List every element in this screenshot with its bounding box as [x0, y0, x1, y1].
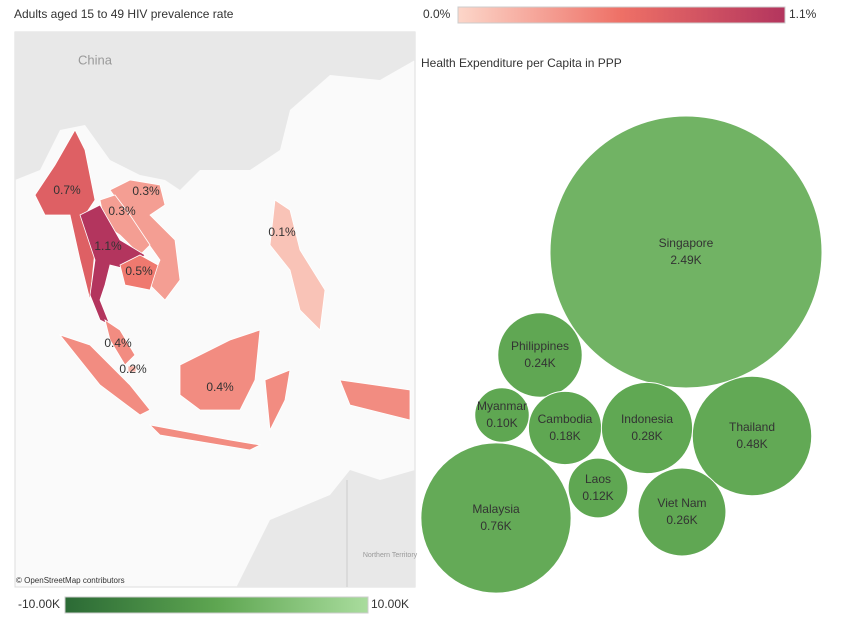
country — [104, 319, 136, 366]
country — [127, 365, 137, 373]
country — [79, 204, 146, 326]
data-label: 0.3% — [108, 204, 136, 218]
bubble — [420, 442, 572, 594]
color-legend-green — [64, 596, 369, 614]
data-label: 0.3% — [132, 184, 160, 198]
map-title: Adults aged 15 to 49 HIV prevalence rate — [14, 7, 234, 21]
color-legend-red — [457, 6, 786, 24]
bubble-name: Laos — [585, 472, 611, 486]
map-regions: 0.7% 0.3% 0.3% 1.1%0.5% 0.1% 0.4% 0.2% 0.4% — [34, 129, 411, 451]
bubble-name: Malaysia — [472, 502, 520, 516]
bubble-name: Viet Nam — [657, 496, 706, 510]
bubble — [600, 381, 694, 475]
bubble-value: 0.10K — [486, 416, 517, 430]
bubble-name: Philippines — [511, 339, 569, 353]
data-label: 0.1% — [268, 225, 296, 239]
bubble-value: 0.76K — [480, 519, 511, 533]
bubble-value: 0.18K — [549, 429, 580, 443]
bubble-value: 2.49K — [670, 253, 701, 267]
country — [58, 329, 411, 451]
data-label: 0.2% — [119, 362, 147, 376]
map-base — [15, 32, 415, 587]
bubble-name: Thailand — [729, 420, 775, 434]
bubble-name: Singapore — [659, 236, 714, 250]
bubble-value: 0.28K — [631, 429, 662, 443]
bubble-value: 0.26K — [666, 513, 697, 527]
bubble-name: Myanmar — [477, 399, 527, 413]
bubble — [567, 457, 629, 519]
bubble-title: Health Expenditure per Capita in PPP — [421, 56, 622, 70]
attribution: © OpenStreetMap contributors — [16, 576, 125, 585]
bubble — [549, 115, 823, 389]
bubble-value: 0.24K — [524, 356, 555, 370]
country — [109, 179, 181, 301]
country — [119, 254, 159, 291]
bubble — [474, 387, 530, 443]
place-label: China — [78, 52, 113, 67]
bubble — [527, 390, 603, 466]
legend-max: 10.00K — [371, 597, 409, 611]
place-label: Northern Territory — [363, 552, 418, 559]
data-label: 1.1% — [94, 239, 122, 253]
bubble — [497, 312, 583, 398]
legend-min: 0.0% — [423, 7, 451, 21]
data-label: 0.7% — [53, 183, 81, 197]
data-label: 0.4% — [104, 336, 132, 350]
bubble-value: 0.48K — [736, 437, 767, 451]
bubble-name: Indonesia — [621, 412, 673, 426]
bubble — [691, 375, 813, 497]
bubble-name: Cambodia — [538, 412, 593, 426]
data-label: 0.5% — [125, 264, 153, 278]
bubble-value: 0.12K — [582, 489, 613, 503]
legend-max: 1.1% — [789, 7, 817, 21]
country — [269, 199, 326, 331]
data-label: 0.4% — [206, 380, 234, 394]
bubble — [637, 467, 727, 557]
legend-min: -10.00K — [18, 597, 60, 611]
